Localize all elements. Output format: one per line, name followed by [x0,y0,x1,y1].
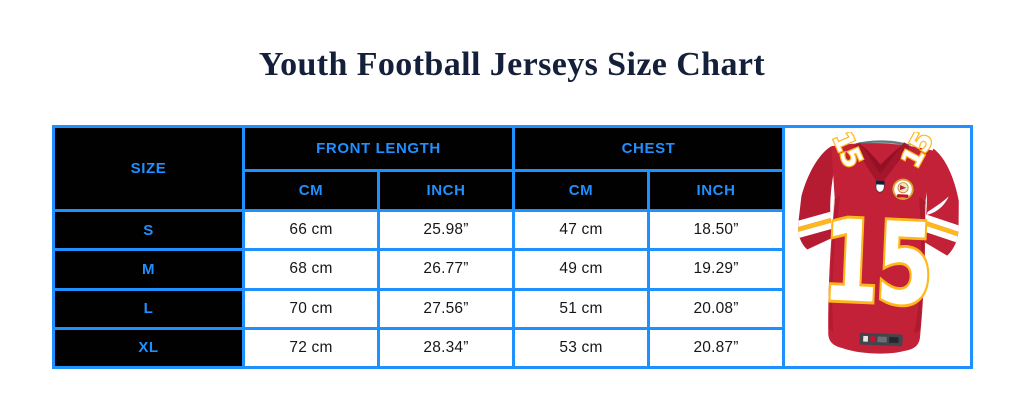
size-cell: XL [52,326,245,370]
page-title: Youth Football Jerseys Size Chart [258,46,766,83]
jock-tag [858,332,903,347]
size-cell: M [52,248,245,291]
table-row: M 68 cm 26.77” 49 cm 19.29” [52,248,786,291]
table-row: XL 72 cm 28.34” 53 cm 20.87” [52,326,786,370]
front-length-inch-cell: 25.98” [376,208,516,252]
chest-inch-cell: 19.29” [647,248,786,291]
size-table: SIZE FRONT LENGTH CHEST CM INCH CM INCH … [52,125,786,370]
front-length-inch-cell: 27.56” [376,287,516,330]
front-length-inch-header: INCH [376,169,516,212]
front-length-inch-cell: 26.77” [376,248,516,291]
chest-inch-cell: 20.08” [647,287,786,330]
chest-cm-cell: 47 cm [512,208,651,252]
front-length-cm-cell: 68 cm [242,248,380,291]
left-sleeve-stripes [796,209,837,243]
table-row: S 66 cm 25.98” 47 cm 18.50” [52,208,786,252]
chest-cm-header: CM [512,169,651,212]
chest-header: CHEST [512,125,786,172]
jersey-photo-panel: 15 15 15 [785,125,974,369]
table-header-group-row: SIZE FRONT LENGTH CHEST [52,125,786,212]
chest-inch-cell: 18.50” [647,208,786,252]
chest-cm-cell: 49 cm [512,248,651,291]
front-length-cm-header: CM [242,169,380,212]
chest-inch-header: INCH [647,169,786,212]
front-length-cm-cell: 70 cm [242,287,380,330]
size-column-header: SIZE [52,125,245,212]
jersey-side-mesh [913,197,926,335]
nike-swoosh-icon [925,196,949,215]
jersey-chest-number: 15 [819,197,932,332]
table-header-sub-row: CM INCH CM INCH [54,169,786,212]
size-chart-container: SIZE FRONT LENGTH CHEST CM INCH CM INCH … [52,125,974,370]
jersey-left-sleeve [796,146,837,250]
size-cell: S [52,208,245,252]
table-row: L 70 cm 27.56” 51 cm 20.08” [52,287,786,330]
front-length-header: FRONT LENGTH [241,125,516,172]
front-length-cm-cell: 66 cm [242,208,380,252]
size-cell: L [52,287,245,330]
jersey-collar [853,142,910,184]
front-length-cm-cell: 72 cm [242,326,380,370]
jersey-graphic: 15 15 15 [796,132,960,354]
chest-cm-cell: 53 cm [512,326,651,370]
team-patch [891,178,914,200]
nfl-shield-logo [875,180,885,193]
jersey-side-mesh [827,195,840,333]
chest-inch-cell: 20.87” [647,326,786,370]
chest-cm-cell: 51 cm [512,287,651,330]
front-length-inch-cell: 28.34” [376,326,516,370]
